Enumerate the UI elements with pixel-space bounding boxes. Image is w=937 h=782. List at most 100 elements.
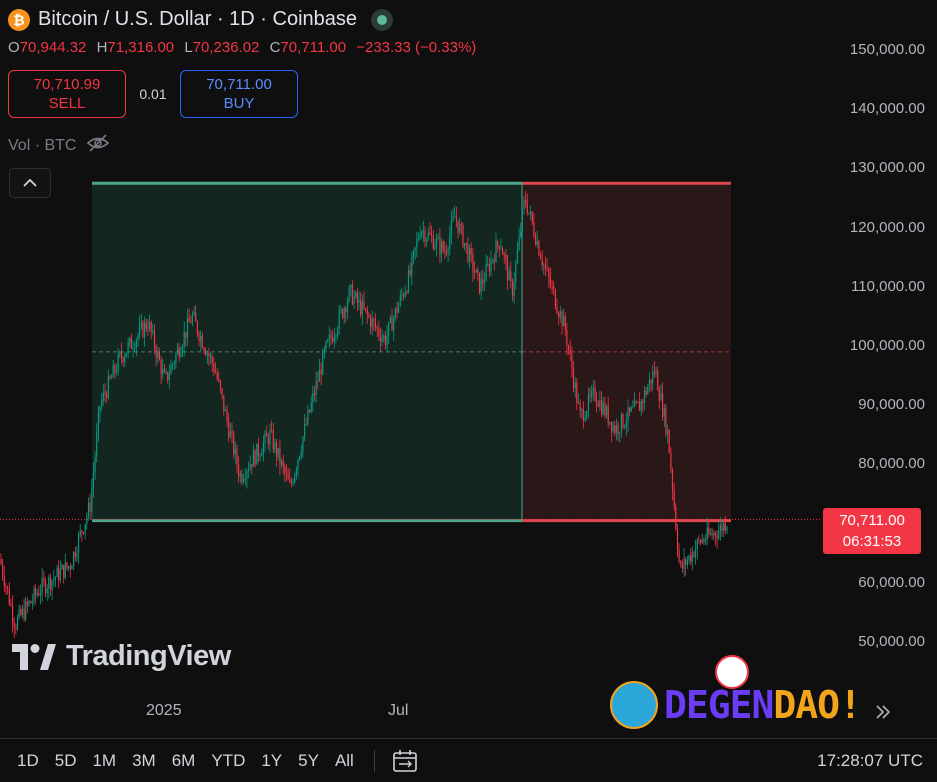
candle-body [247, 469, 250, 472]
candle-body [439, 237, 441, 254]
candle-body [695, 549, 697, 558]
candle-body [558, 313, 560, 317]
candle-body [530, 211, 532, 213]
eye-off-icon[interactable] [86, 133, 110, 158]
calendar-range-icon[interactable] [391, 749, 419, 773]
candle-body [277, 448, 279, 457]
price-axis[interactable]: 150,000.00 140,000.00 130,000.00 120,000.00… [820, 0, 937, 735]
candle-body [485, 264, 487, 281]
volume-indicator[interactable]: Vol · BTC [8, 133, 110, 158]
candle-body [457, 220, 459, 233]
candle-body [381, 338, 383, 342]
timeframe-5y[interactable]: 5Y [298, 750, 319, 770]
candle-body [642, 400, 644, 403]
candle-body [396, 308, 398, 313]
candle-body [566, 330, 568, 346]
candle-body [564, 316, 566, 331]
candle-body [437, 237, 439, 239]
timeframe-6m[interactable]: 6M [171, 750, 196, 770]
candle-body [599, 400, 601, 407]
market-status-icon[interactable] [371, 8, 394, 31]
candle-body [137, 335, 139, 341]
candle-body [229, 431, 231, 438]
candle-body [464, 243, 466, 247]
candle-body [266, 433, 268, 437]
candle-body [96, 433, 98, 457]
candle-body [678, 549, 680, 562]
candle-body [264, 433, 266, 443]
candle-body [40, 592, 42, 596]
candle-body [66, 562, 68, 568]
utc-clock[interactable]: 17:28:07 UTC [817, 751, 923, 770]
candle-body [620, 413, 622, 433]
candle-body [541, 259, 543, 265]
candle-body [203, 348, 205, 351]
candle-body [432, 236, 434, 250]
candle-body [622, 413, 624, 428]
candle-body [177, 348, 179, 354]
candle-body [625, 422, 627, 427]
candle-body [219, 380, 222, 389]
candle-body [323, 348, 325, 352]
timeframe-1y[interactable]: 1Y [261, 750, 283, 770]
candle-body [709, 533, 712, 535]
go-to-realtime-icon[interactable] [872, 702, 892, 722]
bitcoin-icon: ₿ [8, 8, 30, 31]
candle-body [670, 452, 672, 471]
candle-body [419, 235, 421, 238]
timeframe-ytd[interactable]: YTD [211, 750, 246, 770]
candle-body [178, 348, 180, 357]
candle-body [10, 604, 12, 606]
sell-button[interactable]: 70,710.99 SELL [8, 70, 126, 118]
candle-body [208, 353, 210, 357]
buy-button[interactable]: 70,711.00 BUY [180, 70, 298, 118]
candle-body [58, 567, 60, 581]
candle-body [262, 442, 264, 454]
timeframe-all[interactable]: All [334, 750, 354, 770]
candle-body [74, 552, 76, 557]
candle-body [200, 335, 202, 341]
candle-body [683, 558, 685, 569]
candle-body [612, 425, 614, 432]
candle-body [16, 617, 19, 629]
short-position-zone [522, 183, 731, 521]
candle-body [157, 351, 159, 358]
candle-body [28, 601, 30, 605]
candle-body [350, 284, 352, 288]
candle-body [617, 424, 619, 434]
candle-body [361, 301, 363, 315]
price-chart[interactable] [0, 0, 820, 735]
candle-body [206, 353, 208, 356]
candle-body [698, 540, 700, 541]
candle-body [601, 400, 603, 415]
candle-body [297, 459, 299, 470]
candle-body [502, 248, 504, 255]
candle-body [384, 336, 386, 346]
symbol-title[interactable]: Bitcoin / U.S. Dollar · 1D · Coinbase [38, 8, 358, 30]
candle-body [276, 442, 278, 457]
candle-body [422, 230, 424, 233]
chart-area[interactable] [0, 0, 820, 735]
timeframe-3m[interactable]: 3M [132, 750, 156, 770]
candle-body [657, 371, 659, 391]
candle-body [706, 527, 708, 541]
candle-body [86, 516, 88, 524]
candle-body [553, 286, 555, 290]
candle-body [533, 222, 535, 236]
timeframe-1d[interactable]: 1D [17, 750, 39, 770]
candle-body [97, 412, 99, 433]
collapse-legend-button[interactable] [9, 168, 51, 198]
tradingview-logo[interactable]: TradingView [12, 640, 231, 673]
candle-body [711, 533, 713, 536]
candle-body [195, 312, 197, 322]
candle-body [556, 307, 558, 314]
candle-body [318, 369, 320, 382]
timeframe-1m[interactable]: 1M [92, 750, 117, 770]
candle-body [549, 277, 551, 286]
candle-body [627, 407, 629, 423]
timeframe-5d[interactable]: 5D [54, 750, 77, 770]
candle-body [144, 322, 146, 337]
candle-body [92, 472, 94, 489]
candle-body [112, 365, 114, 378]
candle-body [87, 502, 90, 517]
